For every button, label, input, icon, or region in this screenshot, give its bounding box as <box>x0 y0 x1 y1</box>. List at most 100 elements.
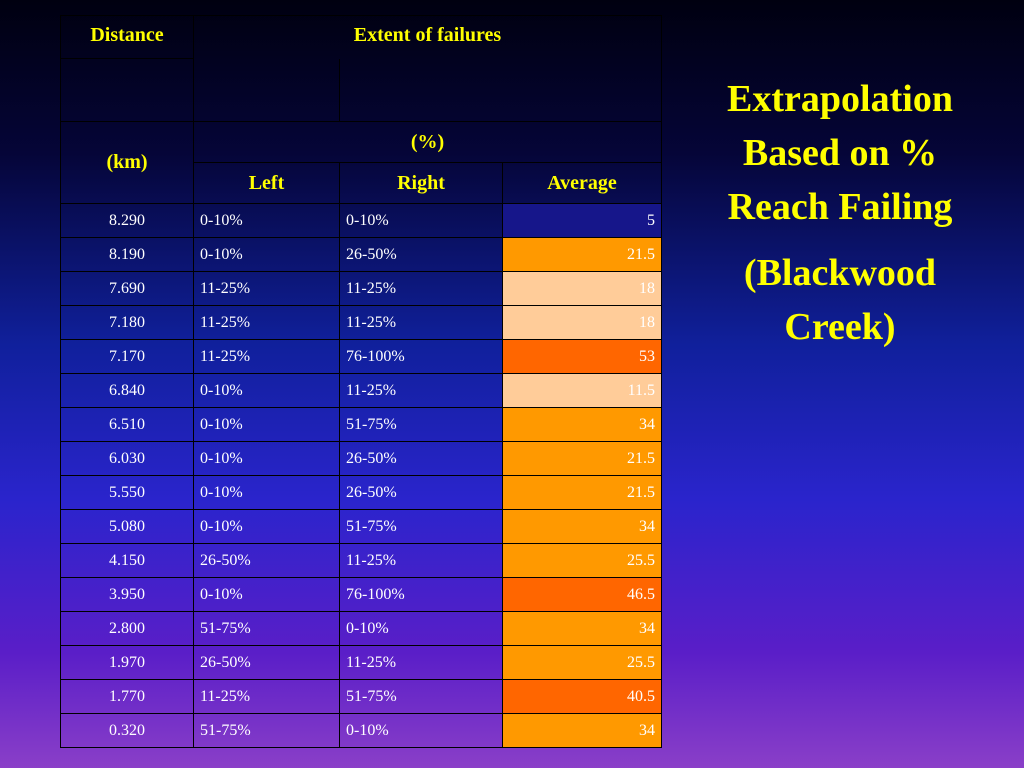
table-row: 7.180 11-25% 11-25% 18 <box>60 305 662 340</box>
average-cell: 53 <box>502 339 662 374</box>
distance-cell: 5.550 <box>60 475 194 510</box>
right-cell: 0-10% <box>339 713 503 748</box>
average-cell: 34 <box>502 713 662 748</box>
average-cell: 21.5 <box>502 237 662 272</box>
table-row: 5.550 0-10% 26-50% 21.5 <box>60 475 662 510</box>
right-cell: 26-50% <box>339 475 503 510</box>
average-cell: 25.5 <box>502 645 662 680</box>
table-row: 2.800 51-75% 0-10% 34 <box>60 611 662 646</box>
table-row: 6.840 0-10% 11-25% 11.5 <box>60 373 662 408</box>
table-row: 7.690 11-25% 11-25% 18 <box>60 271 662 306</box>
header-spacer-cell <box>339 58 662 122</box>
right-cell: 76-100% <box>339 339 503 374</box>
distance-cell: 0.320 <box>60 713 194 748</box>
slide-title: Extrapolation Based on % Reach Failing (… <box>680 72 1000 354</box>
table-row: 4.150 26-50% 11-25% 25.5 <box>60 543 662 578</box>
right-cell: 51-75% <box>339 679 503 714</box>
average-cell: 21.5 <box>502 475 662 510</box>
table-row: 8.290 0-10% 0-10% 5 <box>60 203 662 238</box>
left-cell: 0-10% <box>193 203 340 238</box>
distance-cell: 7.180 <box>60 305 194 340</box>
distance-cell: 4.150 <box>60 543 194 578</box>
left-cell: 11-25% <box>193 305 340 340</box>
table-row: 8.190 0-10% 26-50% 21.5 <box>60 237 662 272</box>
header-row-2: (km) (%) <box>60 121 662 204</box>
right-cell: 0-10% <box>339 611 503 646</box>
right-cell: 76-100% <box>339 577 503 612</box>
right-header: Right <box>339 162 503 204</box>
header-row-3: Left Right Average <box>61 162 662 204</box>
average-cell: 46.5 <box>502 577 662 612</box>
left-header: Left <box>193 162 340 204</box>
left-cell: 26-50% <box>193 645 340 680</box>
left-cell: 11-25% <box>193 271 340 306</box>
distance-cell: 3.950 <box>60 577 194 612</box>
table-row: 1.770 11-25% 51-75% 40.5 <box>60 679 662 714</box>
title-line-1: Extrapolation <box>727 78 953 120</box>
average-cell: 18 <box>502 305 662 340</box>
left-cell: 0-10% <box>193 577 340 612</box>
average-cell: 18 <box>502 271 662 306</box>
distance-cell: 7.170 <box>60 339 194 374</box>
table-row: 3.950 0-10% 76-100% 46.5 <box>60 577 662 612</box>
distance-cell: 8.290 <box>60 203 194 238</box>
average-cell: 25.5 <box>502 543 662 578</box>
table-row: 5.080 0-10% 51-75% 34 <box>60 509 662 544</box>
header-spacer-row <box>60 58 662 122</box>
title-line-5: Creek) <box>784 306 896 348</box>
distance-cell: 8.190 <box>60 237 194 272</box>
right-cell: 11-25% <box>339 373 503 408</box>
left-cell: 0-10% <box>193 509 340 544</box>
failures-table: Distance Extent of failures (km) (%) Lef… <box>60 15 662 748</box>
average-cell: 34 <box>502 611 662 646</box>
table-body: Distance Extent of failures (km) (%) Lef… <box>60 15 662 748</box>
left-cell: 51-75% <box>193 713 340 748</box>
table-row: 6.510 0-10% 51-75% 34 <box>60 407 662 442</box>
table-row: 1.970 26-50% 11-25% 25.5 <box>60 645 662 680</box>
right-cell: 11-25% <box>339 645 503 680</box>
distance-cell: 5.080 <box>60 509 194 544</box>
left-cell: 0-10% <box>193 373 340 408</box>
right-cell: 11-25% <box>339 543 503 578</box>
average-cell: 34 <box>502 407 662 442</box>
title-gap <box>680 234 1000 246</box>
left-cell: 0-10% <box>193 441 340 476</box>
average-header: Average <box>502 162 662 204</box>
average-cell: 11.5 <box>502 373 662 408</box>
left-cell: 11-25% <box>193 339 340 374</box>
right-cell: 26-50% <box>339 237 503 272</box>
distance-cell: 1.970 <box>60 645 194 680</box>
average-cell: 5 <box>502 203 662 238</box>
left-cell: 51-75% <box>193 611 340 646</box>
distance-cell: 7.690 <box>60 271 194 306</box>
distance-cell: 6.840 <box>60 373 194 408</box>
average-cell: 21.5 <box>502 441 662 476</box>
left-cell: 0-10% <box>193 475 340 510</box>
title-line-4: (Blackwood <box>743 252 937 294</box>
right-cell: 51-75% <box>339 509 503 544</box>
header-spacer-cell <box>60 58 194 122</box>
distance-cell: 1.770 <box>60 679 194 714</box>
left-cell: 26-50% <box>193 543 340 578</box>
table-row: 7.170 11-25% 76-100% 53 <box>60 339 662 374</box>
percent-header: (%) <box>193 121 662 163</box>
extent-header: Extent of failures <box>193 15 662 59</box>
distance-cell: 6.030 <box>60 441 194 476</box>
km-header: (km) <box>60 121 194 204</box>
title-line-2: Based on % <box>742 132 938 174</box>
table-row: 0.320 51-75% 0-10% 34 <box>60 713 662 748</box>
table-row: 6.030 0-10% 26-50% 21.5 <box>60 441 662 476</box>
header-spacer-cell <box>193 58 340 122</box>
average-cell: 40.5 <box>502 679 662 714</box>
header-row-1: Distance Extent of failures <box>60 15 662 59</box>
right-cell: 11-25% <box>339 305 503 340</box>
left-cell: 0-10% <box>193 237 340 272</box>
right-cell: 26-50% <box>339 441 503 476</box>
average-cell: 34 <box>502 509 662 544</box>
right-cell: 0-10% <box>339 203 503 238</box>
right-cell: 51-75% <box>339 407 503 442</box>
distance-cell: 6.510 <box>60 407 194 442</box>
right-cell: 11-25% <box>339 271 503 306</box>
distance-header: Distance <box>60 15 194 59</box>
distance-cell: 2.800 <box>60 611 194 646</box>
